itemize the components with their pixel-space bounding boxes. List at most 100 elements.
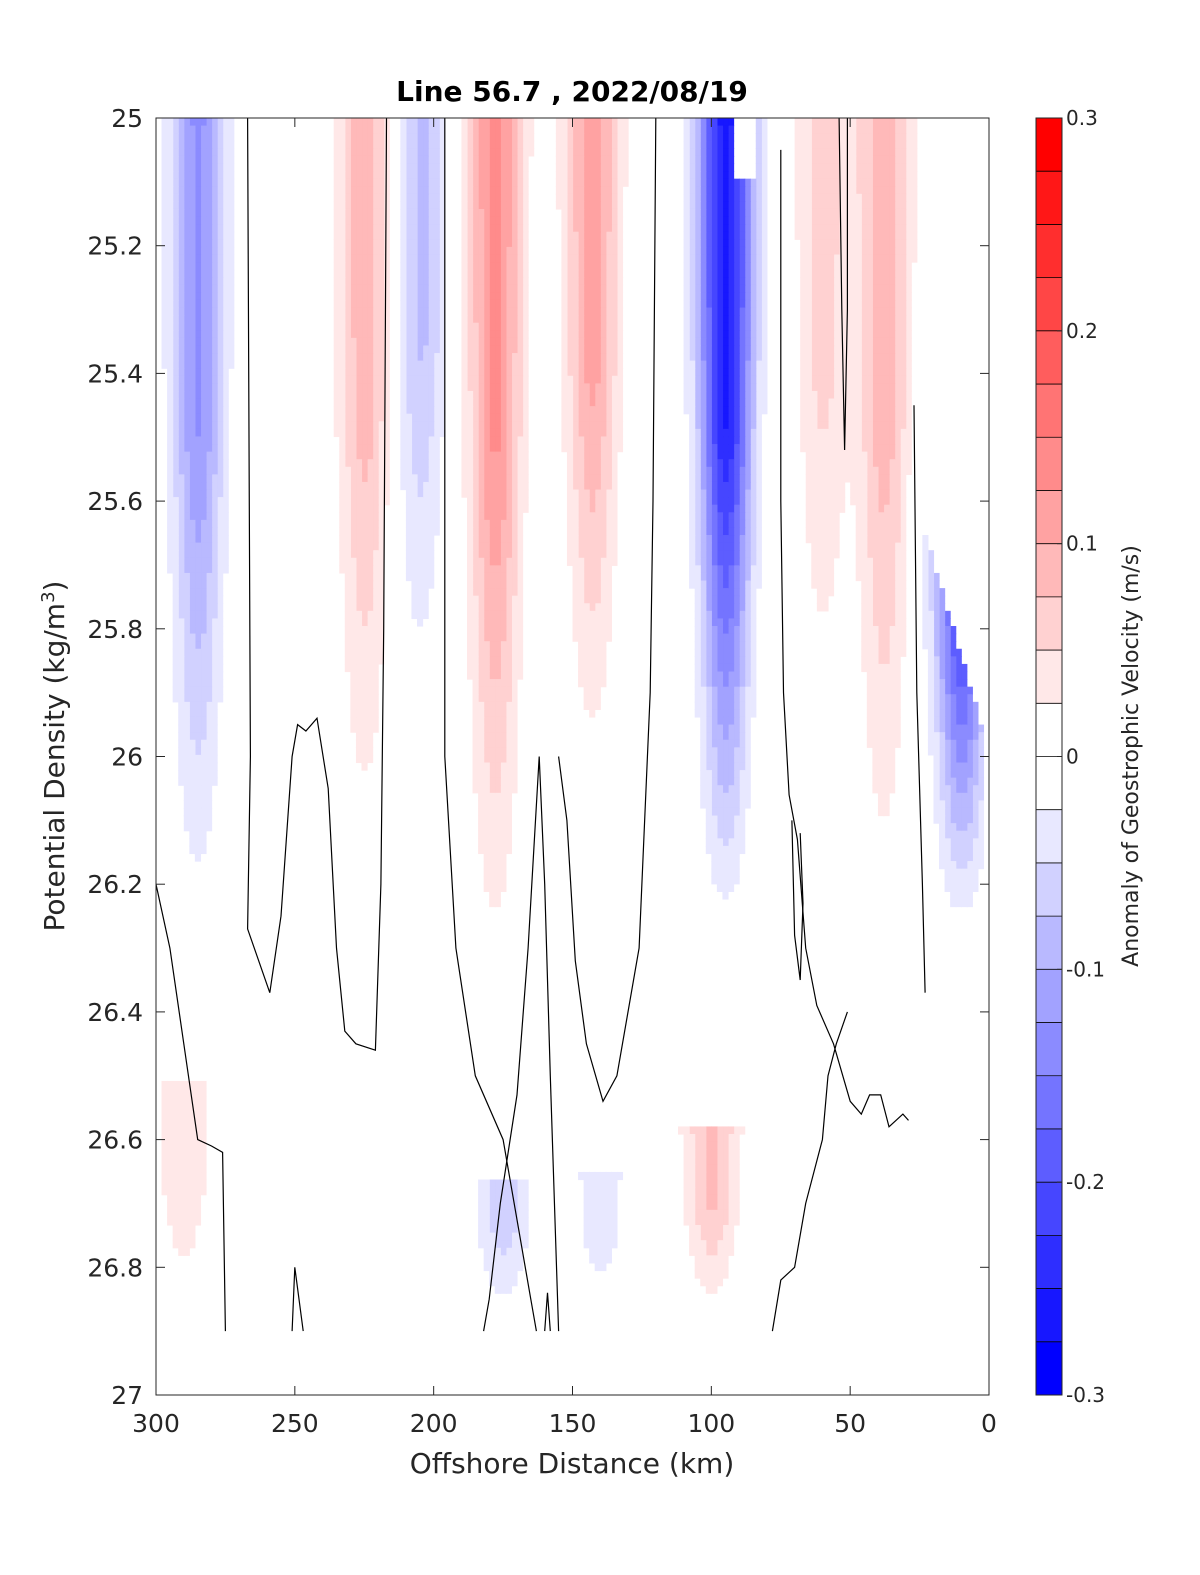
field-cell — [505, 125, 513, 134]
field-cell — [466, 193, 474, 202]
field-cell — [755, 398, 762, 407]
field-cell — [705, 201, 712, 210]
field-cell — [927, 588, 935, 597]
field-cell — [844, 368, 851, 377]
field-cell — [478, 679, 485, 688]
field-cell — [889, 588, 896, 597]
field-cell — [705, 762, 712, 771]
field-cell — [494, 1262, 501, 1272]
field-cell — [705, 171, 712, 180]
field-cell — [744, 254, 751, 263]
field-cell — [600, 626, 607, 635]
field-cell — [494, 580, 501, 589]
field-cell — [722, 853, 729, 862]
field-cell — [694, 292, 701, 301]
field-cell — [605, 186, 612, 195]
field-cell — [744, 208, 751, 218]
field-cell — [900, 451, 907, 460]
field-cell — [611, 246, 618, 256]
field-cell — [722, 1262, 729, 1272]
field-cell — [483, 118, 490, 127]
field-cell — [683, 1164, 690, 1173]
field-cell — [977, 739, 985, 748]
field-cell — [716, 277, 724, 286]
field-cell — [561, 163, 568, 172]
field-cell — [750, 360, 757, 369]
field-cell — [866, 512, 873, 521]
field-cell — [755, 216, 762, 225]
field-cell — [816, 337, 823, 347]
field-cell — [827, 368, 835, 377]
field-cell — [494, 519, 501, 529]
field-cell — [727, 572, 735, 582]
field-cell — [472, 201, 479, 210]
field-cell — [689, 428, 696, 438]
field-cell — [483, 406, 490, 415]
field-cell — [611, 535, 618, 544]
field-cell — [739, 322, 746, 331]
field-cell — [511, 474, 518, 483]
field-cell — [505, 724, 513, 733]
field-cell — [900, 421, 907, 430]
field-cell — [583, 193, 590, 202]
field-cell — [900, 201, 907, 210]
field-cell — [761, 269, 768, 278]
field-cell — [900, 565, 907, 574]
field-cell — [872, 398, 879, 407]
field-cell — [589, 633, 596, 642]
field-cell — [744, 269, 751, 278]
field-cell — [800, 231, 807, 240]
field-cell — [855, 519, 862, 529]
field-cell — [583, 1225, 590, 1234]
field-cell — [933, 739, 940, 748]
field-cell — [472, 504, 479, 513]
field-cell — [877, 269, 885, 278]
field-cell — [833, 428, 840, 438]
field-cell — [950, 891, 957, 900]
field-cell — [955, 792, 962, 801]
field-cell — [833, 535, 840, 544]
field-cell — [700, 565, 707, 574]
field-cell — [800, 262, 807, 271]
field-cell — [716, 527, 724, 536]
field-cell — [489, 785, 496, 794]
field-cell — [833, 307, 840, 316]
field-cell — [839, 269, 846, 278]
field-cell — [611, 360, 618, 369]
field-cell — [877, 125, 885, 134]
field-cell — [572, 330, 579, 339]
field-cell — [489, 588, 496, 597]
field-cell — [966, 724, 973, 733]
field-cell — [872, 785, 879, 794]
field-cell — [483, 133, 490, 142]
field-cell — [700, 610, 707, 620]
field-cell — [855, 231, 862, 240]
field-cell — [833, 519, 840, 529]
field-cell — [516, 474, 524, 483]
field-cell — [589, 193, 596, 202]
field-cell — [689, 246, 696, 256]
field-cell — [483, 595, 490, 604]
field-cell — [733, 648, 740, 657]
field-cell — [683, 345, 690, 354]
field-cell — [511, 785, 518, 794]
field-cell — [500, 216, 507, 225]
field-cell — [716, 1232, 724, 1241]
field-cell — [722, 1134, 729, 1143]
field-cell — [561, 262, 568, 271]
field-cell — [578, 186, 585, 195]
field-cell — [744, 686, 751, 695]
field-cell — [927, 557, 935, 566]
field-cell — [472, 512, 479, 521]
field-cell — [833, 246, 840, 256]
field-cell — [600, 171, 607, 180]
field-cell — [750, 269, 757, 278]
field-cell — [855, 368, 862, 377]
field-cell — [727, 535, 735, 544]
field-cell — [805, 246, 812, 256]
field-cell — [961, 800, 968, 809]
field-cell — [727, 679, 735, 688]
field-cell — [905, 466, 912, 475]
field-cell — [877, 504, 885, 513]
field-cell — [722, 383, 729, 392]
